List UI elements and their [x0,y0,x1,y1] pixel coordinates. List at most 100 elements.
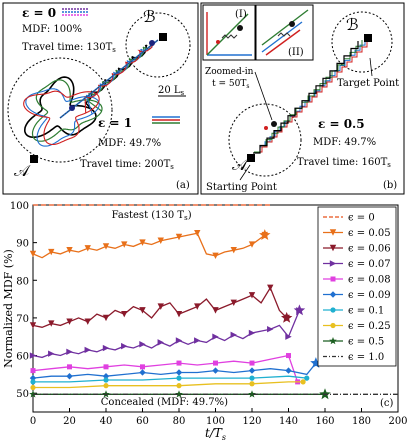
x-tick-label: 200 [388,416,407,427]
zoom-line2: t = 50Ts [212,79,249,90]
annotation-concealed: Concealed (MDF: 49.7%) [101,397,228,408]
series-point-3 [194,337,201,344]
legend-label-8: ϵ = 0.5 [348,337,384,348]
series-point-2 [157,303,164,310]
panel-a: 𝒜 ℬ ε = 0 MDF: 100% Travel time: 130Ts 2… [2,2,199,195]
series-point-4 [213,360,218,366]
legend-marker-8 [329,337,337,345]
series-point-2 [267,284,274,291]
agent-dot-b-red [264,126,268,130]
series-point-4 [249,360,255,366]
series-point-5 [285,367,292,374]
point-a-label-a: 𝒜 [14,161,31,180]
series-point-2 [248,292,256,299]
series-point-1 [139,239,146,246]
series-point-1 [194,230,201,237]
legend-marker-6 [330,307,336,313]
series-point-1 [121,241,128,248]
series-point-3 [102,344,110,352]
series-point-4 [67,364,72,370]
circle-start-a [7,57,113,163]
legend-marker-2 [329,244,337,252]
zoom-line1: Zoomed-in [205,67,254,77]
series-point-1 [84,245,91,252]
series-point-5 [175,369,183,376]
eps0-legend-lines [62,8,88,16]
x-tick-label: 160 [315,416,334,427]
annotation-fastest: Fastest (130 Ts) [112,210,192,222]
y-axis-label: Normalized MDF (%) [2,249,15,368]
series-point-3 [48,350,55,357]
series-point-2 [194,303,201,310]
circle-start-b [228,103,302,177]
legend-label-5: ϵ = 0.09 [348,290,391,301]
series-point-2 [66,318,73,325]
series-point-5 [102,373,110,380]
series-point-2 [102,314,110,322]
y-tick-label: 100 [10,201,29,212]
target-square-b [364,34,372,42]
panel-c-label: (c) [380,398,394,409]
series-point-8 [175,390,183,398]
series-point-3 [230,331,237,339]
x-tick-label: 120 [242,416,261,427]
target-point-label: Target Point [337,78,399,89]
starting-point-label: Starting Point [206,182,277,193]
series-point-1 [248,241,256,248]
start-square-b [247,154,255,162]
series-end-star-3 [293,304,306,316]
series-point-2 [48,320,55,327]
series-end-star-1 [259,229,271,240]
series-point-2 [84,318,91,325]
series-point-4 [30,368,36,374]
legend-box [317,206,397,367]
trajectory-eps1-blue [25,46,153,147]
inset-2-content [261,9,309,56]
agent-dot-b [271,121,277,127]
x-tick-label: 60 [136,416,149,427]
x-tick-label: 100 [206,416,225,427]
start-square-a [30,155,38,163]
series-point-5 [212,367,219,374]
series-point-3 [84,346,91,354]
series-point-2 [121,310,128,318]
series-point-1 [48,248,55,256]
series-point-6 [30,379,36,385]
series-point-1 [102,243,110,250]
inset-2-label: (II) [288,47,304,58]
series-point-3 [285,333,292,340]
series-point-2 [175,310,183,318]
series-point-6 [304,375,310,381]
series-point-3 [248,329,256,337]
panel-b: (I) (II) Zoomed-in t = 50Ts 𝒜 ℬ Target P… [200,2,405,195]
point-b-label-b: ℬ [346,15,359,34]
y-tick-label: 70 [16,314,29,325]
series-point-7 [300,379,306,385]
x-axis-label: t/Ts [205,426,226,441]
trajectory-eps0 [59,39,159,119]
legend-label-0: ϵ = 0 [348,213,375,224]
series-point-5 [139,369,146,376]
legend-label-4: ϵ = 0.08 [348,275,391,286]
legend-marker-5 [329,291,337,298]
series-point-7 [103,383,109,389]
series-point-3 [175,337,183,344]
series-line-4 [32,354,299,383]
series-point-2 [230,299,237,307]
series-point-3 [66,348,73,355]
y-tick-label: 50 [16,389,29,400]
series-point-3 [212,333,219,340]
series-line-1 [32,232,266,259]
point-a-label-b: 𝒜 [232,155,249,174]
start-arrow [239,164,251,181]
series-point-7 [30,384,36,391]
legend-label-7: ϵ = 0.25 [348,321,391,332]
legend-label-6: ϵ = 0.1 [348,306,384,317]
mdf-b: MDF: 49.7% [313,137,376,148]
x-tick-label: 40 [100,416,113,427]
legend-label-1: ϵ = 0.05 [348,228,391,239]
y-tick-label: 90 [16,239,29,250]
series-point-1 [175,233,183,241]
series-point-4 [103,364,109,370]
